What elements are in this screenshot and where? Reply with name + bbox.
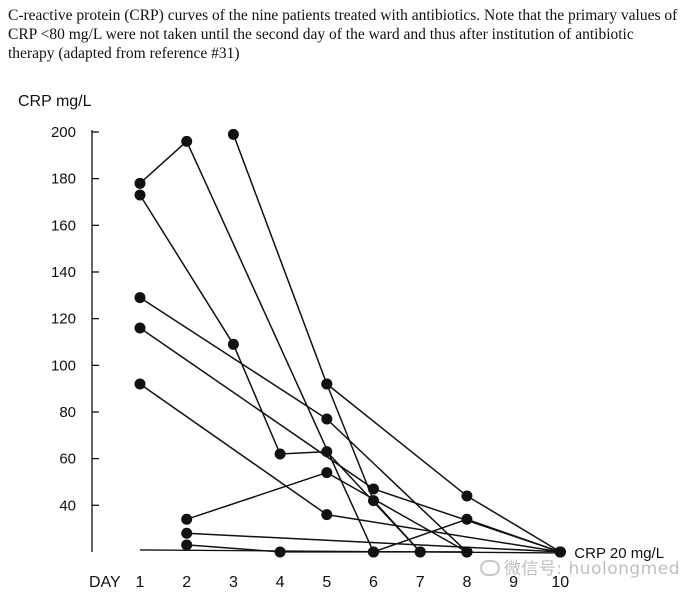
- watermark-text: 微信号: huolongmed: [503, 559, 680, 579]
- data-point: [461, 513, 473, 525]
- data-point: [134, 378, 146, 390]
- chart-axes: [91, 130, 561, 554]
- labels-layer: 40 60 80 100 120 140 160 180 200 CRP mg/L DAY 1 2 3 4 5…: [18, 93, 664, 591]
- series-line: [186, 532, 561, 553]
- data-point: [274, 546, 286, 558]
- data-point: [321, 509, 333, 521]
- data-point: [181, 513, 193, 525]
- data-point: [414, 546, 426, 558]
- data-point: [227, 338, 239, 350]
- watermark: 微信号: huolongmed: [479, 554, 680, 579]
- figure-caption: C-reactive protein (CRP) curves of the n…: [8, 7, 678, 62]
- y-tick-label: 80: [59, 404, 76, 421]
- data-point: [134, 292, 146, 304]
- series-line: [139, 296, 468, 553]
- data-point: [181, 135, 193, 147]
- data-point: [134, 189, 146, 201]
- y-tick-label: 180: [51, 171, 76, 188]
- series-line: [139, 383, 561, 553]
- y-axis-title: CRP mg/L: [18, 93, 92, 110]
- data-point: [321, 378, 333, 390]
- x-tick-label: 10: [551, 574, 569, 591]
- x-tick-label: 9: [509, 574, 518, 591]
- y-tick-label: 40: [59, 497, 76, 514]
- series-layer: [134, 128, 566, 558]
- series-line: [139, 140, 467, 553]
- data-point: [134, 322, 146, 334]
- y-tick-label: 160: [51, 217, 76, 234]
- x-tick-label: 6: [369, 574, 378, 591]
- data-point: [321, 413, 333, 425]
- x-tick-label: 2: [182, 574, 191, 591]
- x-axis-title: DAY: [89, 574, 121, 591]
- reference-label: CRP 20 mg/L: [574, 545, 664, 562]
- y-tick-label: 140: [51, 264, 76, 281]
- data-point: [461, 546, 473, 558]
- data-point: [321, 446, 333, 458]
- data-point: [554, 546, 566, 558]
- y-tick-label: 120: [51, 311, 76, 328]
- data-point: [181, 539, 193, 551]
- wechat-icon: [479, 560, 500, 576]
- x-tick-label: 3: [229, 574, 238, 591]
- y-tick-label: 100: [51, 357, 76, 374]
- data-point: [368, 483, 379, 495]
- data-point: [321, 467, 333, 479]
- data-point: [181, 527, 193, 539]
- data-point: [461, 490, 473, 502]
- data-point: [274, 448, 286, 460]
- x-tick-label: 5: [322, 574, 331, 591]
- series-line: [232, 134, 421, 553]
- data-point: [134, 177, 146, 189]
- y-tick-label: 60: [59, 451, 76, 468]
- x-tick-label: 1: [136, 574, 145, 591]
- x-tick-label: 7: [416, 574, 425, 591]
- x-tick-label: 4: [276, 574, 285, 591]
- x-tick-label: 8: [462, 574, 471, 591]
- data-point: [227, 128, 239, 140]
- data-point: [368, 546, 379, 558]
- y-tick-label: 200: [51, 124, 76, 141]
